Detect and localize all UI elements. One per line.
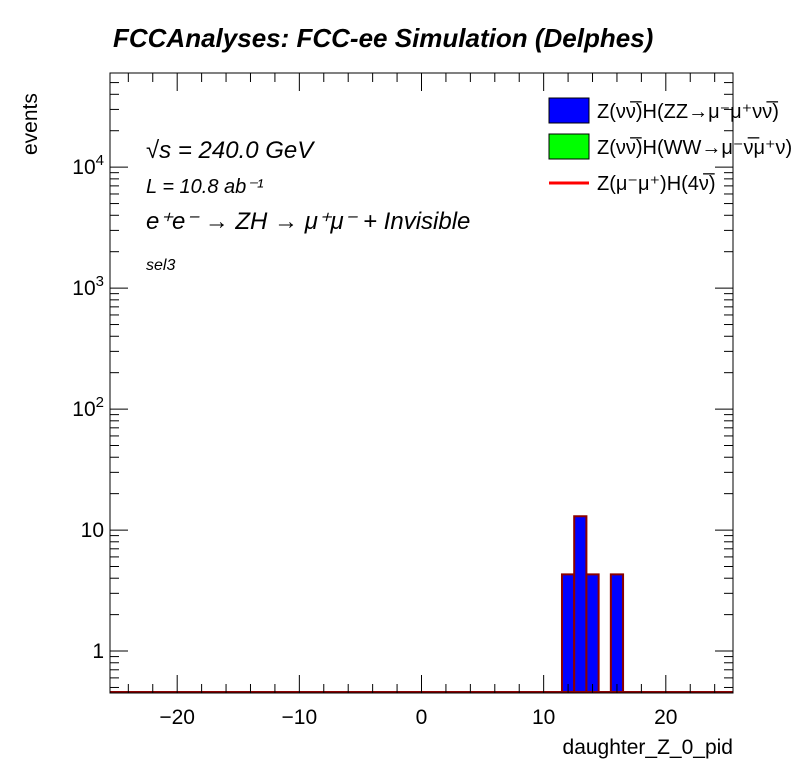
plot-area [110, 73, 733, 693]
y-tick-label: 104 [72, 152, 104, 179]
x-axis-label: daughter_Z_0_pid [563, 736, 733, 759]
plot-background [110, 73, 733, 693]
process-annotation: e⁺e⁻ → ZH → μ⁺μ⁻ + Invisible [146, 208, 470, 235]
x-tick-label: 0 [416, 706, 428, 729]
histogram-bar [561, 574, 575, 693]
legend-label: Z(μ⁻μ⁺)H(4ν̅) [597, 172, 716, 195]
luminosity-annotation: L = 10.8 ab⁻¹ [146, 176, 264, 198]
x-tick-label: −20 [159, 706, 195, 729]
axes: −20 −10 0 10 20 1 10 102 103 104 [72, 72, 734, 729]
chart-title: FCCAnalyses: FCC-ee Simulation (Delphes) [113, 23, 653, 53]
selection-annotation: sel3 [146, 257, 175, 274]
y-tick-label: 10 [81, 519, 104, 542]
y-tick-label: 102 [72, 394, 104, 421]
bar-outline [609, 573, 625, 693]
legend-swatch [548, 97, 590, 124]
histogram-bar [610, 574, 624, 693]
histogram-bar [586, 574, 599, 693]
sqrt-s-annotation: √s = 240.0 GeV [146, 137, 315, 164]
histogram-bar [574, 516, 587, 693]
x-tick-label: −10 [282, 706, 318, 729]
y-tick-label: 103 [72, 273, 104, 300]
legend-label: Z(νν̅)H(WW→μ⁻ν̅μ⁺ν) [597, 136, 792, 159]
y-tick-label: 1 [92, 640, 104, 663]
y-axis-label: events [19, 93, 42, 155]
x-tick-label: 20 [654, 706, 677, 729]
bar-outline [585, 573, 600, 693]
legend: Z(νν̅)H(ZZ→μ⁻μ⁺νν̅) Z(νν̅)H(WW→μ⁻ν̅μ⁺ν) Z(… [548, 97, 792, 195]
legend-swatch [548, 133, 590, 160]
x-tick-label: 10 [532, 706, 555, 729]
legend-label: Z(νν̅)H(ZZ→μ⁻μ⁺νν̅) [597, 100, 779, 123]
